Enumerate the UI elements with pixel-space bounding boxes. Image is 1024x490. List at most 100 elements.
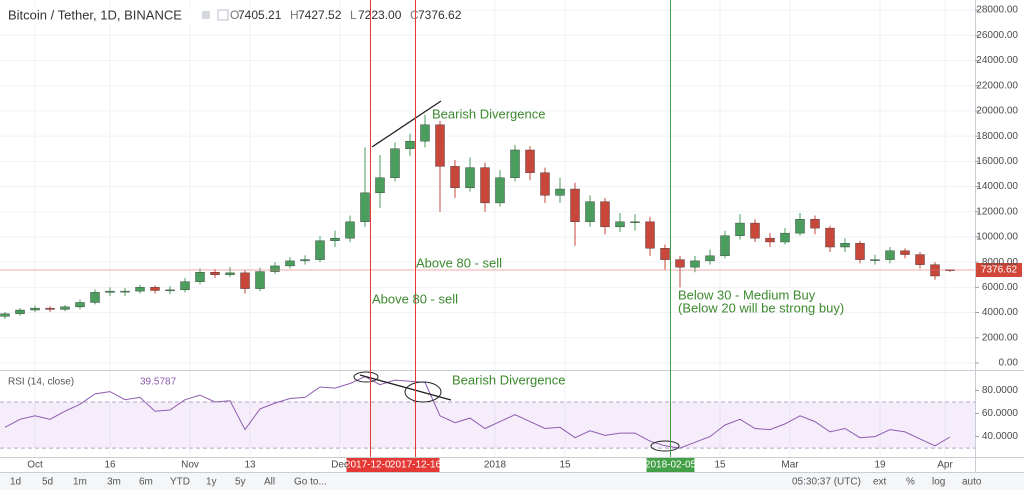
candle-body	[345, 221, 355, 239]
y-tick-label: 4000.00	[982, 307, 1019, 318]
candle-body	[570, 188, 580, 223]
range-button[interactable]: 1y	[206, 477, 217, 488]
y-tick-label: 40.0000	[982, 431, 1019, 442]
candle-body	[720, 235, 730, 257]
candle-body	[30, 307, 40, 311]
range-button[interactable]: 1d	[10, 477, 21, 488]
candle-body	[870, 259, 880, 261]
annotation: Above 80 - sell	[372, 291, 458, 306]
candle-body	[420, 124, 430, 142]
marker-date-bg	[646, 458, 695, 472]
ohlc-key: O	[230, 8, 239, 22]
symbol-title: Bitcoin / Tether, 1D, BINANCE	[8, 7, 182, 22]
candle-body	[795, 219, 805, 234]
annotation: Below 30 - Medium Buy	[678, 287, 816, 302]
last-price-label: 7376.62	[981, 265, 1018, 276]
candle-body	[405, 140, 415, 149]
rsi-line	[4, 376, 951, 449]
x-tick-label: Mar	[781, 460, 799, 471]
candle-body	[90, 292, 100, 303]
candle-body	[465, 167, 475, 188]
x-tick-label: 15	[559, 460, 571, 471]
candle-body	[915, 254, 925, 265]
candle-body	[285, 260, 295, 267]
annotation: Bearish Divergence	[452, 372, 565, 387]
option-button[interactable]: log	[932, 477, 945, 488]
range-button[interactable]: 6m	[139, 477, 153, 488]
range-button[interactable]: All	[264, 477, 275, 488]
candle-body	[75, 302, 85, 308]
x-tick-label: 16	[104, 460, 116, 471]
x-tick-label: 15	[714, 460, 726, 471]
range-button[interactable]: 3m	[107, 477, 121, 488]
range-button[interactable]: 1m	[73, 477, 87, 488]
ohlc-key: H	[290, 8, 299, 22]
range-button[interactable]: Go to...	[294, 477, 327, 488]
y-tick-label: 0.00	[999, 358, 1019, 369]
ohlc-value: 7376.62	[418, 8, 462, 22]
x-tick-label: 13	[244, 460, 256, 471]
annotation: Above 80 - sell	[416, 255, 502, 270]
option-button[interactable]: ext	[873, 477, 887, 488]
y-tick-label: 22000.00	[976, 80, 1018, 91]
candle-body	[180, 281, 190, 291]
x-tick-label: Dec	[331, 460, 349, 471]
range-button[interactable]: 5y	[235, 477, 246, 488]
candle-body	[480, 167, 490, 204]
y-tick-label: 26000.00	[976, 30, 1018, 41]
annotation: (Below 20 will be strong buy)	[678, 300, 844, 315]
x-tick-label: 2018	[484, 460, 507, 471]
candle-body	[150, 287, 160, 291]
candle-body	[315, 240, 325, 260]
circle-mark	[404, 381, 442, 403]
candle-body	[690, 260, 700, 268]
candle-body	[270, 265, 280, 272]
y-tick-label: 12000.00	[976, 206, 1018, 217]
x-tick-label: Apr	[937, 460, 953, 471]
candle-body	[495, 177, 505, 204]
candle-body	[765, 237, 775, 243]
candle-body	[780, 232, 790, 243]
candle-body	[555, 188, 565, 196]
candle-body	[750, 222, 760, 239]
header-icons[interactable]	[202, 9, 229, 21]
rsi-value: 39.5787	[140, 377, 177, 388]
x-tick-label: Nov	[181, 460, 199, 471]
candle-body	[585, 201, 595, 223]
candle-body	[165, 289, 175, 292]
candle-body	[855, 243, 865, 260]
candle-body	[735, 222, 745, 236]
clock: 05:30:37 (UTC)	[792, 477, 861, 488]
y-tick-label: 80.0000	[982, 385, 1019, 396]
marker-date-bg	[391, 458, 440, 472]
ohlc-key: L	[350, 8, 357, 22]
panes	[0, 114, 975, 449]
candle-body	[840, 243, 850, 248]
candle-body	[810, 219, 820, 229]
x-tick-label: 19	[874, 460, 886, 471]
candle-body	[15, 309, 25, 315]
range-button[interactable]: YTD	[170, 477, 190, 488]
candle-body	[255, 271, 265, 289]
rsi-title: RSI (14, close)	[8, 377, 74, 388]
candle-body	[540, 172, 550, 196]
last-price-tag	[976, 262, 1022, 277]
range-button[interactable]: 5d	[42, 477, 53, 488]
option-button[interactable]: auto	[962, 477, 982, 488]
candle-body	[900, 250, 910, 255]
option-button[interactable]: %	[906, 477, 915, 488]
trend-line	[359, 374, 452, 401]
candle-body	[330, 237, 340, 241]
candle-body	[0, 313, 10, 317]
candle-body	[240, 272, 250, 289]
trend-line	[371, 100, 442, 148]
icon[interactable]	[202, 11, 210, 19]
candle-body	[360, 192, 370, 223]
icon[interactable]	[217, 9, 229, 21]
y-tick-label: 16000.00	[976, 156, 1018, 167]
candle-body	[675, 259, 685, 268]
y-tick-label: 60.0000	[982, 408, 1019, 419]
